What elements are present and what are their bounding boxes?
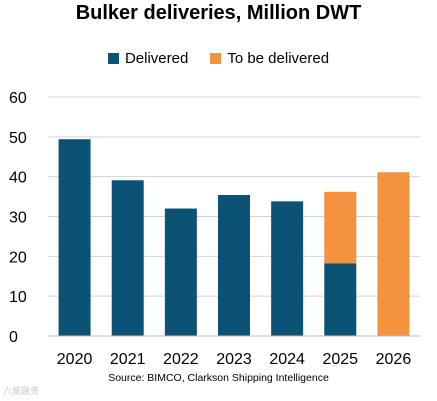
legend-swatch-delivered	[107, 53, 119, 64]
watermark: 六度融资	[3, 386, 40, 396]
chart-title: Bulker deliveries, Million DWT	[75, 2, 362, 24]
x-tick-label-2026: 2026	[376, 351, 412, 368]
bar-delivered-2021	[111, 180, 144, 336]
y-tick-label-30: 30	[9, 210, 27, 227]
x-tick-label-2024: 2024	[269, 351, 305, 368]
x-tick-label-2020: 2020	[57, 351, 93, 368]
y-tick-label-50: 50	[9, 130, 27, 147]
bar-delivered-2024	[271, 201, 304, 336]
y-tick-label-60: 60	[9, 90, 27, 107]
bar-delivered-2023	[218, 194, 250, 336]
bar-delivered-2020	[58, 139, 91, 336]
bar-delivered-2022	[164, 208, 197, 336]
y-tick-label-40: 40	[9, 170, 27, 187]
bar-to-be-delivered-2025	[324, 191, 357, 264]
bar-delivered-2025	[324, 263, 357, 336]
legend-label-delivered: Delivered	[124, 50, 189, 67]
source-note: Source: BIMCO, Clarkson Shipping Intelli…	[108, 372, 329, 384]
x-tick-label-2023: 2023	[216, 351, 252, 368]
legend-item-delivered: Delivered	[107, 50, 189, 67]
y-tick-label-10: 10	[9, 289, 27, 306]
x-tick-label-2021: 2021	[110, 351, 146, 368]
legend-item-to-be-delivered: To be delivered	[210, 50, 329, 67]
x-tick-label-2022: 2022	[163, 351, 199, 368]
bar-to-be-delivered-2026	[377, 172, 410, 336]
legend: Delivered To be delivered	[0, 50, 437, 67]
legend-label-to-be-delivered: To be delivered	[227, 50, 330, 67]
y-tick-label-0: 0	[9, 329, 18, 346]
y-tick-label-20: 20	[9, 249, 27, 266]
legend-swatch-to-be-delivered	[210, 53, 222, 64]
x-tick-label-2025: 2025	[322, 351, 358, 368]
